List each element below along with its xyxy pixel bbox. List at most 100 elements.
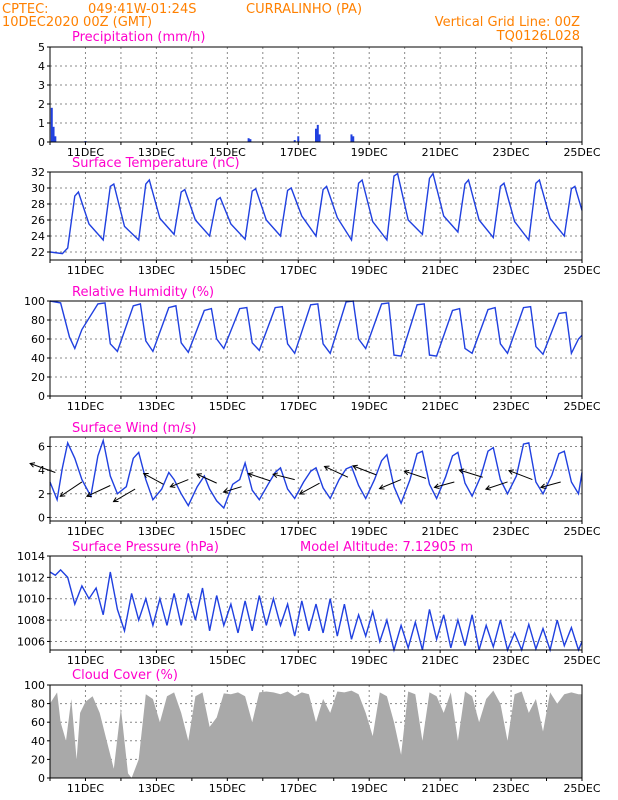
series-line-wind (49, 437, 583, 510)
x-tick-label: 17DEC (280, 264, 317, 277)
x-tick-label: 21DEC (422, 525, 459, 538)
y-tick-label: 0 (38, 772, 45, 785)
y-tick-label: 80 (31, 698, 45, 711)
wind-arrow (29, 462, 56, 473)
precip-bar (52, 126, 55, 142)
y-tick-label: 20 (31, 371, 45, 384)
y-tick-label: 24 (31, 230, 45, 243)
header-location-name: CURRALINHO (PA) (246, 2, 362, 17)
y-tick-label: 100 (24, 295, 45, 308)
x-tick-label: 21DEC (422, 264, 459, 277)
precip-bar (247, 138, 250, 142)
wind-arrow (85, 485, 111, 498)
panel-title-precip: Precipitation (mm/h) (72, 30, 205, 45)
y-tick-label: 0 (38, 511, 45, 524)
y-tick-label: 4 (38, 60, 45, 73)
panel-title-wind: Surface Wind (m/s) (72, 421, 196, 436)
precip-bar (293, 140, 296, 142)
x-tick-label: 15DEC (209, 264, 246, 277)
wind-arrow (247, 472, 271, 482)
x-tick-label: 21DEC (422, 400, 459, 413)
x-tick-label: 13DEC (138, 264, 175, 277)
panel-frame (49, 171, 583, 261)
wind-arrow (323, 465, 349, 478)
x-tick-label: 23DEC (493, 654, 530, 667)
x-tick-label: 17DEC (280, 525, 317, 538)
x-tick-label: 13DEC (138, 654, 175, 667)
panel-title-rh: Relative Humidity (%) (72, 285, 214, 300)
x-tick-label: 15DEC (209, 654, 246, 667)
header-code: TQ0126L028 (496, 29, 580, 44)
y-tick-label: 2 (38, 98, 45, 111)
precip-bar (316, 124, 319, 142)
y-tick-label: 5 (38, 41, 45, 54)
wind-arrow (142, 473, 164, 485)
wind-arrow (507, 469, 533, 481)
y-tick-label: 2 (38, 488, 45, 501)
y-tick-label: 32 (31, 166, 45, 179)
precip-bar (315, 128, 317, 142)
wind-arrow (298, 482, 320, 495)
wind-arrow (112, 488, 136, 503)
precip-bar (350, 134, 353, 142)
wind-arrow (195, 473, 217, 484)
x-tick-label: 21DEC (422, 146, 459, 159)
y-tick-label: 40 (31, 352, 45, 365)
series-line-temp (49, 171, 583, 255)
x-tick-label: 15DEC (209, 400, 246, 413)
y-tick-label: 60 (31, 716, 45, 729)
panel-press: Surface Pressure (hPa) Model Altitude: 7.… (17, 540, 601, 667)
y-tick-label: 0 (38, 390, 45, 403)
panel-frame (49, 684, 583, 779)
wind-arrow (458, 468, 483, 478)
x-tick-label: 19DEC (351, 146, 388, 159)
x-tick-label: 13DEC (138, 146, 175, 159)
y-tick-label: 1010 (17, 593, 45, 606)
x-tick-label: 23DEC (493, 400, 530, 413)
y-tick-label: 1008 (17, 614, 45, 627)
x-tick-label: 17DEC (280, 146, 317, 159)
x-tick-label: 25DEC (563, 264, 600, 277)
wind-arrow (539, 481, 561, 490)
x-tick-label: 25DEC (563, 400, 600, 413)
x-tick-label: 11DEC (67, 400, 104, 413)
panel-title-temp: Surface Temperature (nC) (72, 156, 240, 171)
x-tick-label: 13DEC (138, 400, 175, 413)
x-tick-label: 19DEC (351, 264, 388, 277)
x-tick-label: 19DEC (351, 400, 388, 413)
y-tick-label: 3 (38, 79, 45, 92)
panel-frame (49, 555, 583, 651)
header-location-coords: 049:41W-01:24S (88, 2, 196, 17)
precip-bar (352, 136, 355, 142)
series-line-press (49, 568, 583, 653)
x-tick-label: 25DEC (563, 782, 600, 795)
wind-arrow (272, 472, 295, 481)
x-tick-label: 11DEC (67, 525, 104, 538)
x-tick-label: 25DEC (563, 654, 600, 667)
panel-frame (49, 300, 583, 397)
y-tick-label: 20 (31, 753, 45, 766)
panel-frame (49, 46, 583, 143)
wind-arrow (169, 479, 189, 488)
wind-arrow (403, 469, 427, 479)
precip-bar (54, 136, 57, 142)
wind-arrow (59, 481, 83, 497)
x-tick-label: 21DEC (422, 782, 459, 795)
header-date: 10DEC2020 00Z (GMT) (2, 15, 152, 30)
y-tick-label: 30 (31, 182, 45, 195)
panel-title-cloud: Cloud Cover (%) (72, 668, 178, 683)
x-tick-label: 17DEC (280, 782, 317, 795)
panel-temp: Surface Temperature (nC) 22 24 26 28 30 32 11DE… (31, 156, 601, 277)
x-tick-label: 13DEC (138, 525, 175, 538)
header-grid-note: Vertical Grid Line: 00Z (435, 15, 580, 30)
y-tick-label: 22 (31, 246, 45, 259)
x-tick-label: 11DEC (67, 146, 104, 159)
x-tick-label: 19DEC (351, 782, 388, 795)
x-tick-label: 21DEC (422, 654, 459, 667)
y-tick-label: 80 (31, 314, 45, 327)
cloud-area (50, 690, 582, 778)
wind-arrow (378, 479, 402, 490)
y-tick-label: 1 (38, 117, 45, 130)
wind-arrow (222, 486, 242, 494)
panel-title-press: Surface Pressure (hPa) (72, 540, 219, 555)
